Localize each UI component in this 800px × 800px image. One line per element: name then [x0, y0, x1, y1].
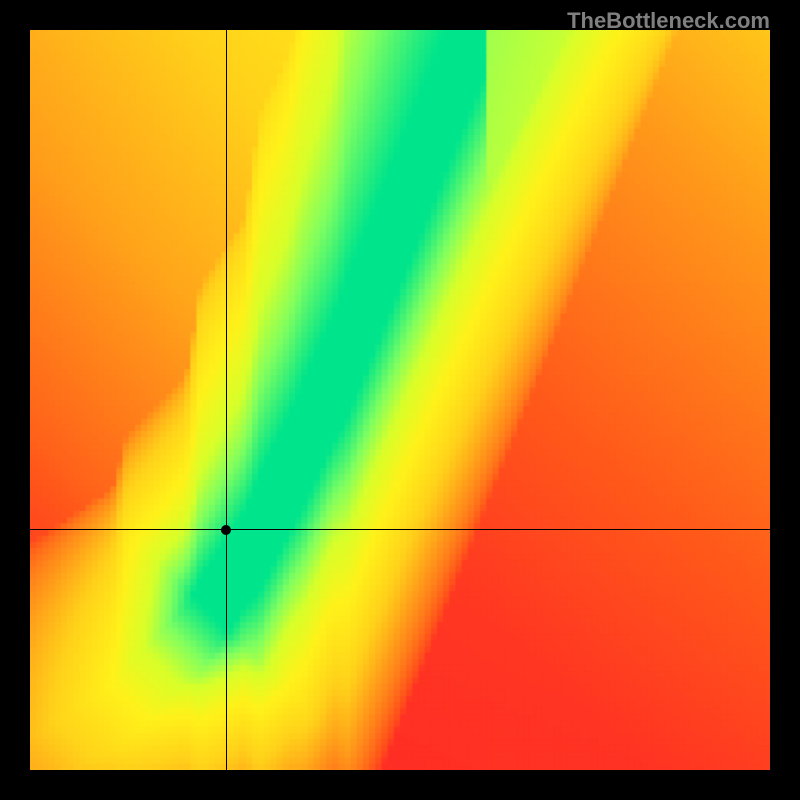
crosshair-horizontal	[30, 529, 770, 530]
marker-dot	[221, 525, 231, 535]
chart-container: TheBottleneck.com	[0, 0, 800, 800]
heatmap-plot	[30, 30, 770, 770]
watermark-text: TheBottleneck.com	[567, 8, 770, 34]
crosshair-vertical	[226, 30, 227, 770]
